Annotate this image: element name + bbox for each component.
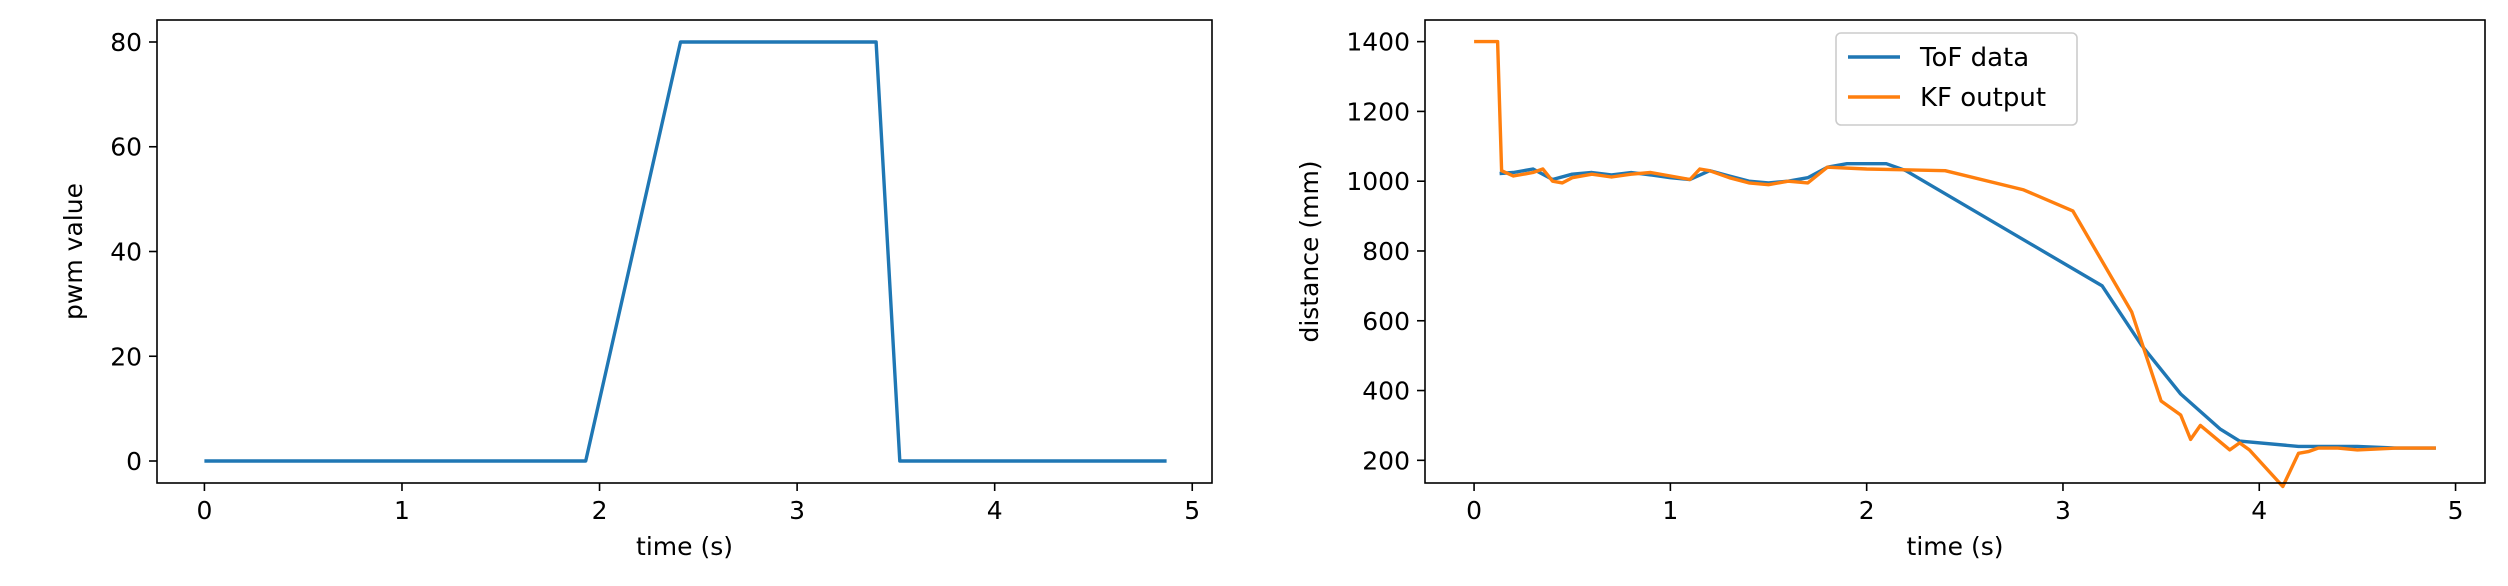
series-line-kf-output	[1474, 39, 2436, 489]
x-tick-label: 5	[2448, 496, 2464, 525]
legend-label: ToF data	[1919, 43, 2029, 73]
x-tick-label: 1	[394, 496, 410, 525]
y-tick-label: 600	[1362, 307, 1410, 336]
y-tick-label: 40	[110, 238, 142, 267]
y-axis-label: pwm value	[59, 183, 88, 320]
x-axis-label: time (s)	[636, 532, 733, 561]
series-line-tof-data	[1499, 161, 2436, 450]
x-tick-label: 2	[1859, 496, 1875, 525]
legend: ToF data KF output	[1835, 32, 2078, 126]
axes-frame	[156, 19, 1213, 484]
x-tick-label: 0	[1466, 496, 1482, 525]
y-tick-label: 20	[110, 342, 142, 371]
y-tick-label: 200	[1362, 446, 1410, 475]
y-axis-label: distance (mm)	[1295, 160, 1324, 342]
y-tick-label: 60	[110, 133, 142, 162]
y-tick-label: 0	[126, 447, 142, 476]
distance-chart: 0 1 2 3 4 5 200 400 600 800 1000 1200 1400 time (s) di…	[1295, 19, 2486, 561]
x-tick-label: 1	[1662, 496, 1678, 525]
x-tick-label: 0	[196, 496, 212, 525]
y-tick-label: 1000	[1346, 167, 1410, 196]
y-tick-label: 80	[110, 28, 142, 57]
x-axis-label: time (s)	[1907, 532, 2004, 561]
y-tick-label: 400	[1362, 377, 1410, 406]
x-tick-label: 3	[789, 496, 805, 525]
x-tick-label: 2	[592, 496, 608, 525]
x-tick-label: 4	[2251, 496, 2267, 525]
series-line-0	[204, 40, 1167, 463]
x-tick-label: 5	[1184, 496, 1200, 525]
y-tick-label: 1200	[1346, 97, 1410, 126]
legend-label: KF output	[1920, 83, 2046, 113]
x-tick-label: 4	[987, 496, 1003, 525]
x-tick-label: 3	[2055, 496, 2071, 525]
y-tick-label: 800	[1362, 237, 1410, 266]
pwm-chart: 0 1 2 3 4 5 0 20 40 60 80 time (s) pwm value	[59, 19, 1213, 561]
y-tick-label: 1400	[1346, 28, 1410, 57]
